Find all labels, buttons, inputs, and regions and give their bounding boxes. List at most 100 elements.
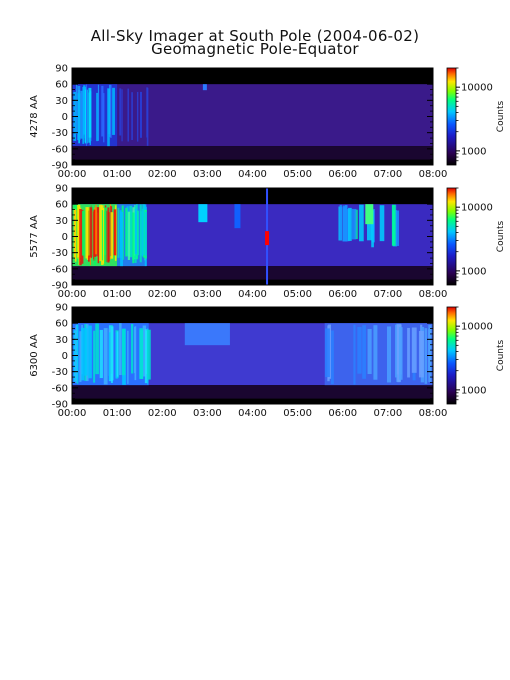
emission-streak: [411, 327, 417, 373]
colorbar-tick-label: 1000: [461, 385, 486, 396]
emission-streak: [379, 205, 385, 242]
panel-2: 90 60 30 0 -30 -60 -90 5577 AA 00:00 01:00 02:00 03…: [29, 184, 506, 301]
emission-streak: [398, 327, 403, 380]
emission-streak: [339, 204, 342, 240]
colorbar: [446, 187, 457, 286]
y-tick-label: 60: [55, 200, 68, 211]
emission-streak: [394, 210, 400, 246]
y-tick-label: -90: [52, 161, 68, 172]
emission-streak: [79, 331, 82, 382]
emission-streak: [139, 328, 144, 379]
emission-streak: [104, 207, 107, 264]
y-tick-label: 0: [62, 351, 68, 362]
emission-streak: [80, 327, 85, 381]
emission-streak: [395, 324, 398, 378]
emission-streak: [119, 323, 122, 376]
y-tick-label: 90: [55, 303, 68, 314]
x-tick-label: 08:00: [419, 408, 448, 419]
emission-region: [324, 323, 433, 386]
emission-streak: [89, 207, 93, 257]
colorbar-tick-label: 1000: [461, 146, 486, 157]
x-tick-label: 06:00: [328, 289, 357, 300]
emission-streak: [131, 92, 133, 141]
x-tick-label: 05:00: [283, 408, 312, 419]
emission-streak: [119, 210, 122, 259]
x-tick-label: 08:00: [419, 169, 448, 180]
emission-streak: [117, 207, 120, 258]
emission-streak: [84, 328, 88, 376]
emission-streak: [97, 207, 100, 264]
y-tick-label: 60: [55, 80, 68, 91]
x-tick-label: 07:00: [373, 289, 402, 300]
emission-streak: [93, 209, 97, 257]
x-tick-label: 01:00: [103, 169, 132, 180]
emission-streak: [108, 325, 113, 382]
emission-streak: [85, 84, 88, 146]
emission-streak: [348, 207, 352, 241]
emission-streak: [113, 209, 117, 256]
x-tick-label: 03:00: [193, 289, 222, 300]
x-tick-label: 00:00: [58, 169, 87, 180]
x-tick-label: 06:00: [328, 169, 357, 180]
x-tick-label: 03:00: [193, 169, 222, 180]
emission-streak: [88, 87, 92, 138]
emission-streak: [371, 210, 374, 248]
x-tick-label: 07:00: [373, 169, 402, 180]
y-tick-label: -30: [52, 248, 68, 259]
x-tick-label: 02:00: [148, 408, 177, 419]
chart-subtitle: Geomagnetic Pole-Equator: [151, 40, 359, 58]
emission-streak: [112, 87, 115, 135]
y-tick-label: 0: [62, 112, 68, 123]
panel-3: 90 60 30 0 -30 -60 -90 6300 AA 00:00 01:00 02:00 03…: [29, 303, 506, 420]
data-band: [72, 84, 433, 147]
emission-streak: [99, 329, 103, 379]
emission-streak: [346, 208, 350, 242]
x-tick-label: 08:00: [419, 289, 448, 300]
emission-streak: [359, 204, 364, 242]
emission-streak: [82, 210, 85, 256]
emission-streak: [83, 85, 86, 135]
emission-streak: [424, 328, 428, 384]
y-tick-label: -60: [52, 144, 68, 155]
colorbar-label: Counts: [496, 220, 506, 252]
colorbar-tick-label: 10000: [461, 203, 493, 214]
emission-streak: [146, 329, 151, 380]
x-tick-label: 04:00: [238, 408, 267, 419]
y-axis-label: 5577 AA: [29, 215, 40, 258]
colorbar-tick-label: 10000: [461, 322, 493, 333]
emission-streak: [116, 331, 119, 377]
emission-streak: [80, 90, 83, 139]
lower-strip: [72, 146, 433, 160]
emission-streak: [357, 326, 362, 374]
emission-streak: [131, 323, 134, 374]
emission-streak: [132, 212, 135, 264]
emission-streak: [139, 204, 142, 263]
x-tick-label: 00:00: [58, 289, 87, 300]
emission-streak: [330, 330, 334, 385]
x-tick-label: 04:00: [238, 169, 267, 180]
emission-streak: [134, 327, 136, 374]
x-tick-label: 01:00: [103, 289, 132, 300]
y-tick-label: -90: [52, 400, 68, 411]
emission-streak: [351, 208, 357, 240]
y-axis-label: 6300 AA: [29, 334, 40, 377]
emission-streak: [325, 328, 330, 378]
emission-streak: [125, 207, 128, 257]
emission-streak: [74, 209, 77, 262]
y-tick-label: 90: [55, 184, 68, 195]
emission-streak: [119, 88, 122, 136]
emission-streak: [353, 324, 356, 385]
panel-1: 90 60 30 0 -30 -60 -90 4278 AA 00:00 01:00 02:00 03…: [29, 64, 506, 181]
y-tick-label: 30: [55, 96, 68, 107]
emission-streak: [129, 211, 133, 257]
colorbar: [446, 306, 457, 405]
emission-patch: [184, 323, 230, 346]
emission-patch: [365, 204, 374, 225]
emission-streak: [109, 84, 112, 137]
emission-streak: [103, 209, 105, 264]
emission-streak: [418, 330, 424, 378]
emission-streak: [367, 210, 373, 241]
emission-streak: [77, 93, 81, 141]
emission-streak: [101, 85, 104, 137]
